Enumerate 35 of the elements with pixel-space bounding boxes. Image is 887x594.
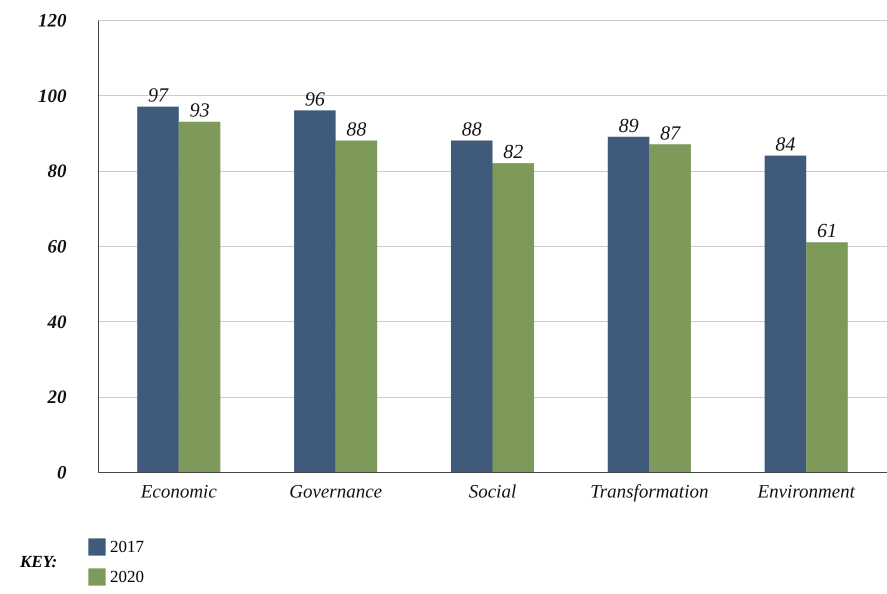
bar — [608, 136, 650, 472]
x-tick-label: Economic — [140, 482, 218, 502]
data-label: 61 — [817, 220, 837, 242]
data-label: 88 — [346, 118, 366, 141]
bar — [178, 122, 220, 472]
data-label: 97 — [148, 84, 169, 107]
x-tick-label: Transformation — [590, 482, 708, 502]
y-tick-label: 0 — [57, 462, 67, 484]
data-label: 89 — [618, 114, 639, 137]
y-tick-label: 80 — [48, 161, 67, 182]
legend-title: KEY: — [19, 552, 58, 571]
bar — [294, 110, 336, 472]
y-tick-label: 60 — [48, 236, 67, 258]
y-tick-label: 20 — [46, 387, 67, 408]
bar — [336, 140, 378, 472]
data-label: 82 — [503, 141, 524, 164]
y-tick-label: 100 — [38, 86, 67, 107]
x-tick-label: Governance — [289, 482, 382, 502]
data-label: 88 — [462, 118, 482, 141]
data-label: 93 — [190, 100, 210, 122]
bar — [492, 163, 534, 472]
data-label: 87 — [660, 122, 682, 144]
legend-label: 2017 — [110, 537, 144, 556]
bar — [450, 140, 492, 472]
x-tick-label: Environment — [756, 482, 856, 502]
bar — [764, 156, 806, 472]
bar — [137, 106, 179, 472]
x-tick-label: Social — [468, 482, 516, 502]
data-label: 84 — [775, 134, 796, 156]
y-tick-label: 120 — [38, 10, 67, 32]
y-tick-label: 40 — [46, 312, 67, 333]
legend-label: 2020 — [110, 567, 144, 586]
bar — [649, 144, 691, 472]
bar — [806, 242, 848, 472]
data-label: 96 — [304, 88, 325, 110]
